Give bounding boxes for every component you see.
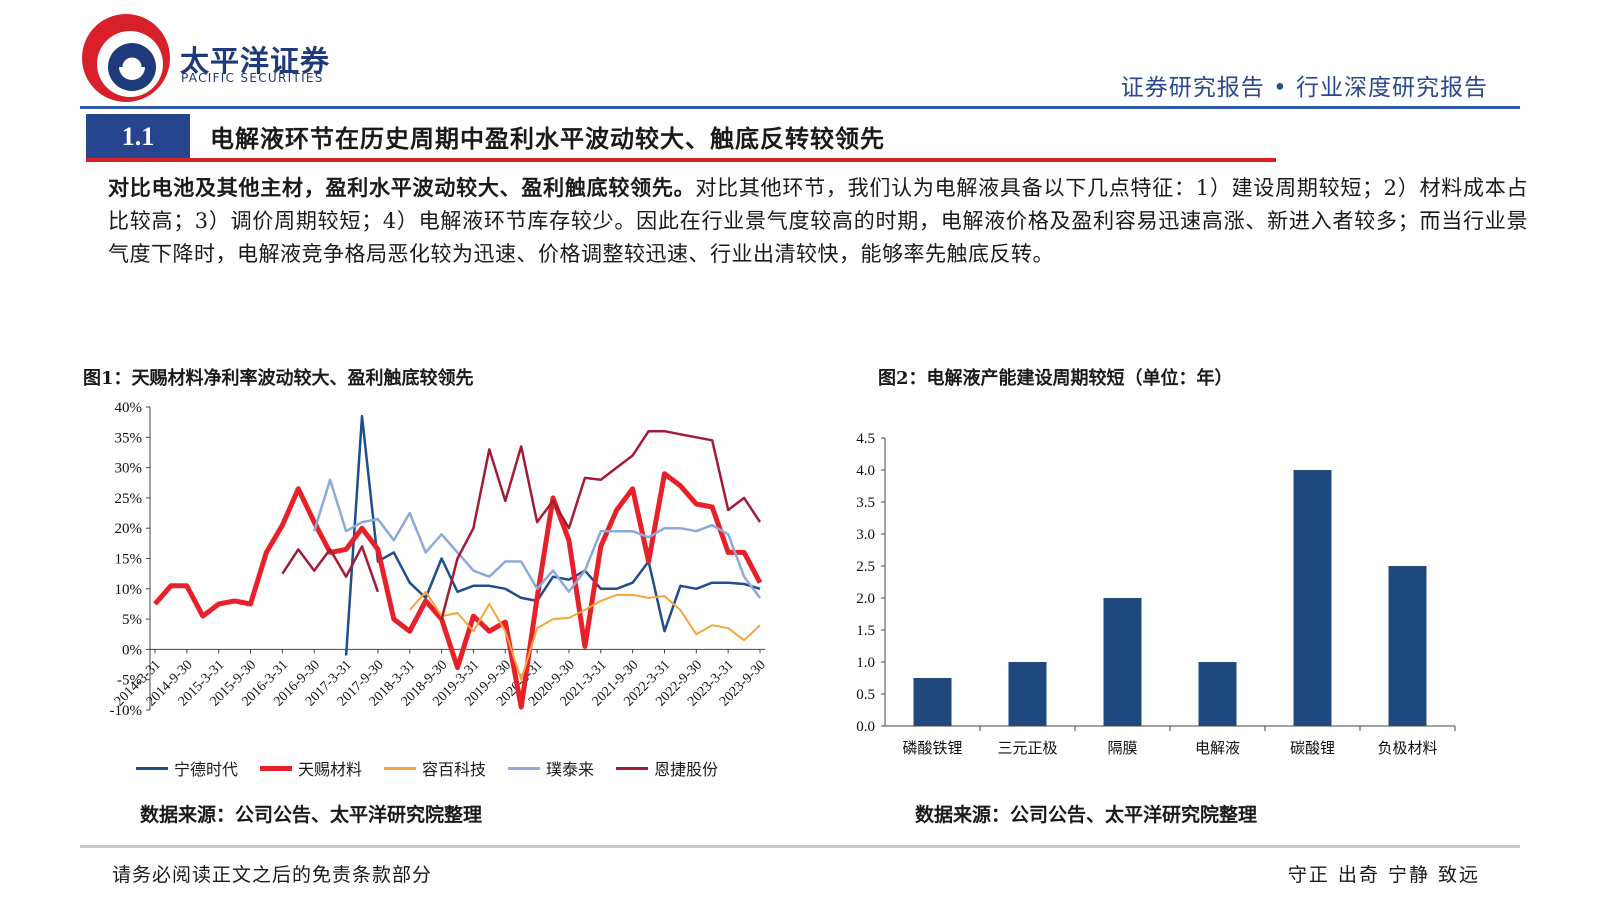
x-tick-label: 碳酸锂 (1290, 740, 1335, 757)
y-tick-label: 1.5 (856, 623, 875, 639)
footer-motto: 守正 出奇 宁静 致远 (1287, 864, 1480, 886)
report-type: 证券研究报告 • 行业深度研究报告 (1120, 75, 1488, 101)
legend-label: 璞泰来 (546, 760, 595, 779)
legend-swatch (260, 765, 293, 771)
y-tick-label: 10% (115, 582, 143, 598)
pacific-securities-logo-icon (82, 14, 170, 102)
x-tick-label: 隔膜 (1107, 740, 1137, 757)
y-tick-label: 5% (122, 612, 142, 628)
series-line-璞泰来 (313, 478, 761, 599)
y-tick-label: 0.5 (856, 687, 875, 703)
bar-碳酸锂 (1293, 470, 1332, 726)
intro-bold-lead: 对比电池及其他主材，盈利水平波动较大、盈利触底较领先。 (108, 175, 696, 200)
intro-body: 对比其他环节，我们认为电解液具备以下几点特征：1）建设周期较短；2）材料成本占比… (108, 176, 1529, 266)
y-tick-label: 2.0 (856, 591, 875, 607)
legend-item: 宁德时代 (136, 756, 238, 780)
bar-三元正极 (1008, 662, 1047, 726)
bar-隔膜 (1103, 598, 1142, 726)
header-divider (80, 106, 1520, 109)
legend-label: 恩捷股份 (654, 760, 719, 779)
x-tick-label: 电解液 (1195, 740, 1240, 757)
y-tick-label: -5% (117, 673, 142, 689)
fig1-source: 数据来源：公司公告、太平洋研究院整理 (140, 804, 483, 826)
y-tick-label: 40% (115, 400, 143, 416)
section-number: 1.1 (86, 114, 190, 160)
y-tick-label: 35% (115, 430, 143, 446)
legend-item: 容百科技 (384, 756, 486, 780)
y-tick-label: 2.5 (856, 559, 875, 575)
y-tick-label: -10% (110, 703, 143, 719)
bar-磷酸铁锂 (913, 678, 952, 726)
y-tick-label: 4.5 (856, 431, 875, 447)
legend-swatch (616, 766, 649, 770)
legend-label: 宁德时代 (174, 760, 239, 779)
y-tick-label: 4.0 (856, 463, 875, 479)
y-tick-label: 1.0 (856, 655, 875, 671)
x-tick-label: 三元正极 (997, 740, 1057, 757)
x-tick-label: 负极材料 (1377, 740, 1437, 757)
y-tick-label: 15% (115, 552, 143, 568)
series-line-容百科技 (408, 590, 761, 681)
fig2-title: 图2：电解液产能建设周期较短（单位：年） (878, 368, 1233, 389)
series-line-恩捷股份 (281, 545, 380, 593)
bar-电解液 (1198, 662, 1237, 726)
fig2-source: 数据来源：公司公告、太平洋研究院整理 (915, 804, 1258, 826)
legend-item: 恩捷股份 (616, 756, 718, 780)
series-line-宁德时代 (344, 414, 761, 656)
legend-swatch (136, 766, 168, 770)
section-title: 电解液环节在历史周期中盈利水平波动较大、触底反转较领先 (210, 124, 885, 153)
y-tick-label: 20% (115, 521, 143, 537)
legend-item: 天赐材料 (260, 756, 362, 780)
logo-cn-text: 太平洋证券 (180, 44, 331, 78)
capacity-build-cycle-bar-chart: 4.5 4.0 3.5 3.0 2.5 2.0 1.5 1.0 0.5 0.0 磷酸铁锂 三元正极 隔膜… (856, 431, 1456, 757)
legend-label: 天赐材料 (298, 760, 363, 779)
x-tick-label: 磷酸铁锂 (902, 740, 962, 757)
y-tick-label: 3.0 (856, 527, 875, 543)
chart1-legend: 宁德时代 天赐材料 容百科技 璞泰来 恩捷股份 (136, 756, 718, 780)
legend-swatch (384, 766, 417, 770)
y-tick-label: 30% (115, 461, 143, 477)
series-line-恩捷股份 (440, 429, 762, 620)
legend-item: 璞泰来 (508, 756, 594, 780)
series-line-天赐材料 (153, 471, 763, 710)
y-tick-label: 0% (122, 642, 142, 658)
footer-divider (80, 845, 1520, 848)
section-underline (86, 158, 1276, 162)
logo-en-text: PACIFIC SECURITIES (181, 71, 324, 85)
legend-swatch (508, 766, 541, 770)
bar-负极材料 (1388, 566, 1427, 726)
y-tick-label: 25% (115, 491, 143, 507)
fig1-title: 图1：天赐材料净利率波动较大、盈利触底较领先 (83, 368, 474, 389)
y-tick-label: 3.5 (856, 495, 875, 511)
net-margin-line-chart: 40%35%30%25%20%15%10%5%0%-5%-10%2014-3-3… (110, 400, 769, 719)
footer-disclaimer: 请务必阅读正文之后的免责条款部分 (112, 864, 433, 886)
legend-label: 容百科技 (422, 760, 487, 779)
intro-paragraph: 对比电池及其他主材，盈利水平波动较大、盈利触底较领先。对比其他环节，我们认为电解… (108, 171, 1528, 271)
y-tick-label: 0.0 (856, 719, 875, 735)
